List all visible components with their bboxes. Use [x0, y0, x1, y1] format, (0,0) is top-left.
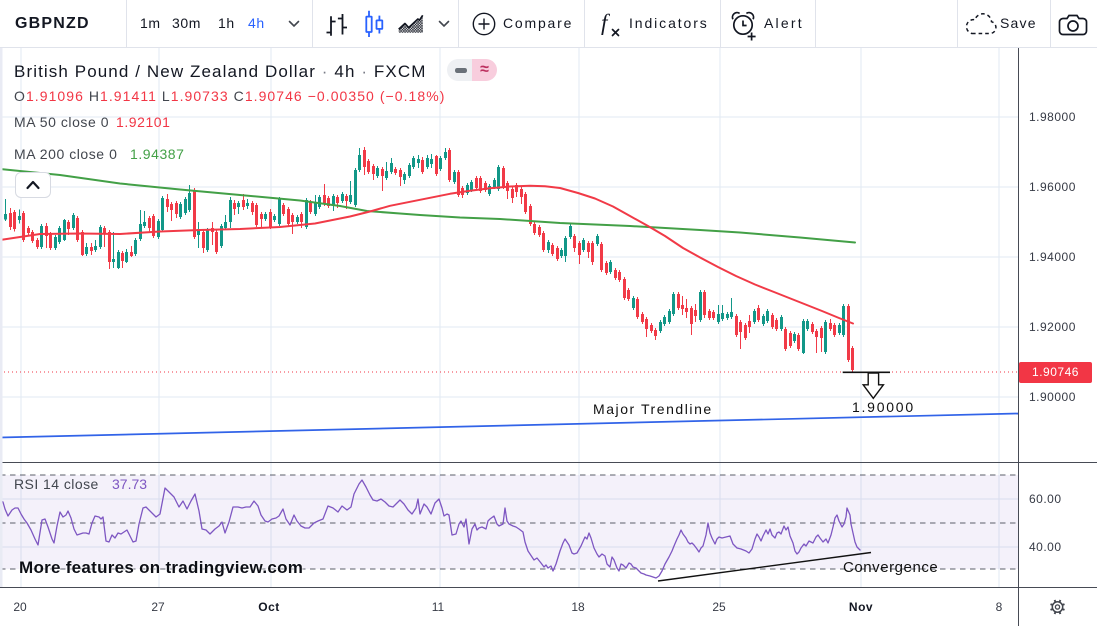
svg-text:f: f	[601, 10, 611, 35]
